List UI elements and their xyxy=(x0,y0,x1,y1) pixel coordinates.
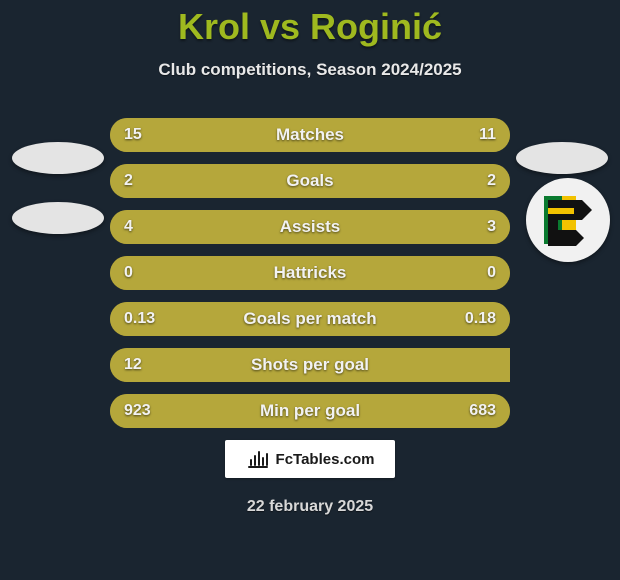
stat-label: Min per goal xyxy=(110,394,510,428)
player1-flag-bottom xyxy=(8,168,108,268)
stat-label: Goals per match xyxy=(110,302,510,336)
placeholder-oval xyxy=(12,202,104,234)
page-title: Krol vs Roginić xyxy=(0,0,620,48)
subtitle: Club competitions, Season 2024/2025 xyxy=(0,60,620,80)
date-label: 22 february 2025 xyxy=(0,498,620,516)
stat-label: Hattricks xyxy=(110,256,510,290)
club-logo xyxy=(526,178,610,262)
stat-row: 12Shots per goal xyxy=(110,348,510,382)
stat-row: 1511Matches xyxy=(110,118,510,152)
stat-row: 00Hattricks xyxy=(110,256,510,290)
placeholder-oval xyxy=(516,142,608,174)
stat-label: Assists xyxy=(110,210,510,244)
stats-container: 1511Matches 22Goals 43Assists 00Hattricks 0.… xyxy=(110,118,510,440)
stat-label: Shots per goal xyxy=(110,348,510,382)
stat-row: 0.130.18Goals per match xyxy=(110,302,510,336)
club-logo-icon xyxy=(538,190,598,250)
stat-row: 43Assists xyxy=(110,210,510,244)
chart-icon xyxy=(246,447,270,471)
stat-row: 22Goals xyxy=(110,164,510,198)
stat-label: Goals xyxy=(110,164,510,198)
fctables-label: FcTables.com xyxy=(276,451,375,468)
fctables-badge[interactable]: FcTables.com xyxy=(225,440,395,478)
stat-label: Matches xyxy=(110,118,510,152)
stat-row: 923683Min per goal xyxy=(110,394,510,428)
